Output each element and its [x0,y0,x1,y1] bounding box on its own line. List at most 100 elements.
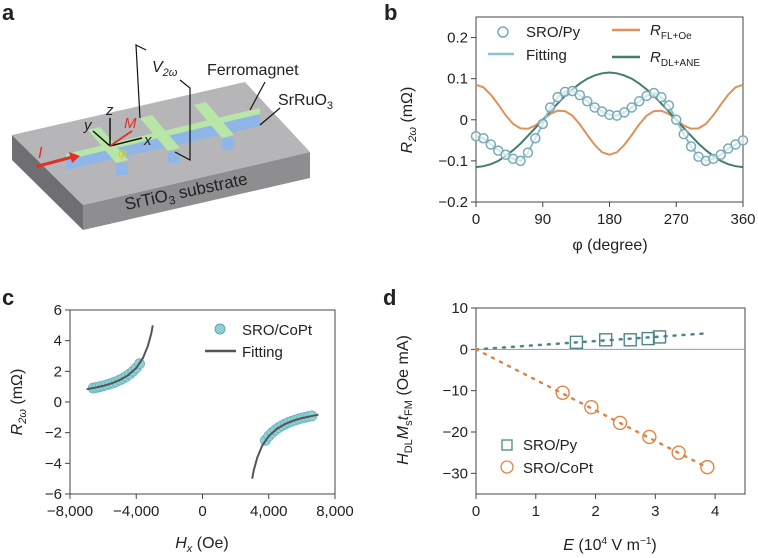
y-tick-label: 0 [460,341,468,358]
sro-py-point [715,149,726,160]
chart-c-legend: SRO/CoPt Fitting [205,322,313,361]
legend-sro-copt-label: SRO/CoPt [242,322,313,339]
sro-py-point [544,102,556,113]
sro-copt-point [584,400,599,415]
sro-py-point [623,333,637,347]
cross-2-side [168,151,180,163]
legend-sro-copt-marker [500,460,514,474]
legend-fitting-label: Fitting [526,47,567,64]
cross-3-side [222,138,234,150]
sro-py-point [522,147,534,158]
sro-py-fit-line [474,332,705,351]
sro-py-point [485,139,497,150]
substrate-left-face [12,135,83,230]
legend-fitting-label: Fitting [242,344,283,361]
x-tick-label: 4,000 [250,503,288,520]
y-tick-label: −10 [443,383,468,400]
chart-b-legend: SRO/Py Fitting RFL+Oe RDL+ANE [488,22,700,69]
sro-py-point [478,133,489,144]
legend-sro-py-label: SRO/Py [523,437,578,454]
panel-label-c: c [2,285,14,310]
y-tick-label: 0.1 [447,71,468,88]
legend-dl-label: RDL+ANE [650,49,700,69]
x-tick-label: 360 [730,211,755,228]
substrate-front-face [83,152,310,230]
sro-copt-point [555,385,570,400]
ferromagnet-cross-3 [194,102,234,138]
y-axis-arrow [92,130,111,147]
sro-copt-point [612,415,628,431]
legend-sro-py-marker [497,26,509,38]
x-tick-label: −8,000 [47,503,93,520]
current-label: I [38,145,43,162]
chart-b-ylabel: R2ω (mΩ) [399,87,419,154]
x-tick-label: 1 [532,503,540,520]
ferromagnet-leader [249,81,266,111]
x-tick-label: 0 [472,503,480,520]
chart-d-legend: SRO/Py SRO/CoPt [500,437,594,477]
ferromagnet-label: Ferromagnet [207,62,299,79]
x-tick-label: 2 [591,503,599,520]
current-arrow [36,152,80,168]
voltage-label: V2ω [152,59,178,79]
sro-py-point [737,135,749,146]
x-tick-label: 8,000 [316,503,354,520]
x-tick-label: 90 [534,211,551,228]
srruo3-label: SrRuO3 [278,92,333,112]
chart-c-xlabel: Hx (Oe) [175,535,229,555]
sro-py-point [671,114,682,126]
y-tick-label: −2 [45,425,62,442]
chart-d-ylabel: HDLMstFM (Oe mA) [395,335,415,465]
x-tick-label: 180 [597,211,622,228]
legend-sro-copt-label: SRO/CoPt [523,460,594,477]
sro-py-point [552,91,563,103]
magnetization-arrow [109,130,133,147]
y-tick-label: 0.2 [447,30,468,47]
panel-label-d: d [383,285,396,310]
sro-copt-point [671,445,686,460]
chart-d-xlabel: E (104 V m−1) [563,536,656,554]
device-schematic: V2ω Ferromagnet SrRuO3 z y x M φ I SrTiO… [12,44,333,230]
voltage-wire-2 [174,79,191,161]
fitting-line [86,325,154,391]
y-tick-label: −0.2 [438,194,468,211]
plot-frame [475,307,746,495]
legend-sro-py-marker [501,439,513,451]
sro-copt-point [642,429,657,445]
y-tick-label: −4 [45,455,62,472]
sro-py-point [537,118,548,130]
y-tick-label: 2 [54,363,62,380]
y-tick-label: 0 [460,112,468,129]
ferromagnet-cross-2 [140,115,180,151]
x-axis-arrow [109,137,143,147]
sro-py-point [633,96,645,107]
legend-sro-copt-marker [214,323,226,335]
sro-py-point [678,128,689,140]
angle-phi-label: φ [118,144,127,160]
cross-1-side [116,163,128,175]
sro-py-point [530,133,541,144]
x-tick-label: 0 [198,503,206,520]
y-tick-label: 6 [54,302,62,319]
sro-py-point [599,333,613,347]
sro-py-point [685,141,697,152]
sro-copt-fit-line [474,348,709,469]
fitting-line [251,413,319,479]
chart-c-ylabel: R2ω (mΩ) [9,369,29,436]
y-tick-label: 10 [451,300,468,317]
sro-copt-point [700,459,715,475]
sro-py-point [574,89,586,101]
y-tick-label: 0 [54,394,62,411]
panel-label-b: b [384,0,397,25]
axis-y-label: y [83,117,93,134]
x-tick-label: 270 [664,211,689,228]
sro-py-point [582,96,593,107]
sro-py-point [663,100,675,111]
legend-fl-label: RFL+Oe [650,22,692,42]
sro-py-point [652,330,667,344]
x-tick-label: 4 [711,503,719,520]
sro-py-point [619,107,630,118]
y-tick-label: −30 [443,465,468,482]
chart-b-xlabel: φ (degree) [572,237,647,254]
chart-b: 0 90 180 270 360 −0.2 −0.1 0 0.1 0.2 [438,16,756,228]
